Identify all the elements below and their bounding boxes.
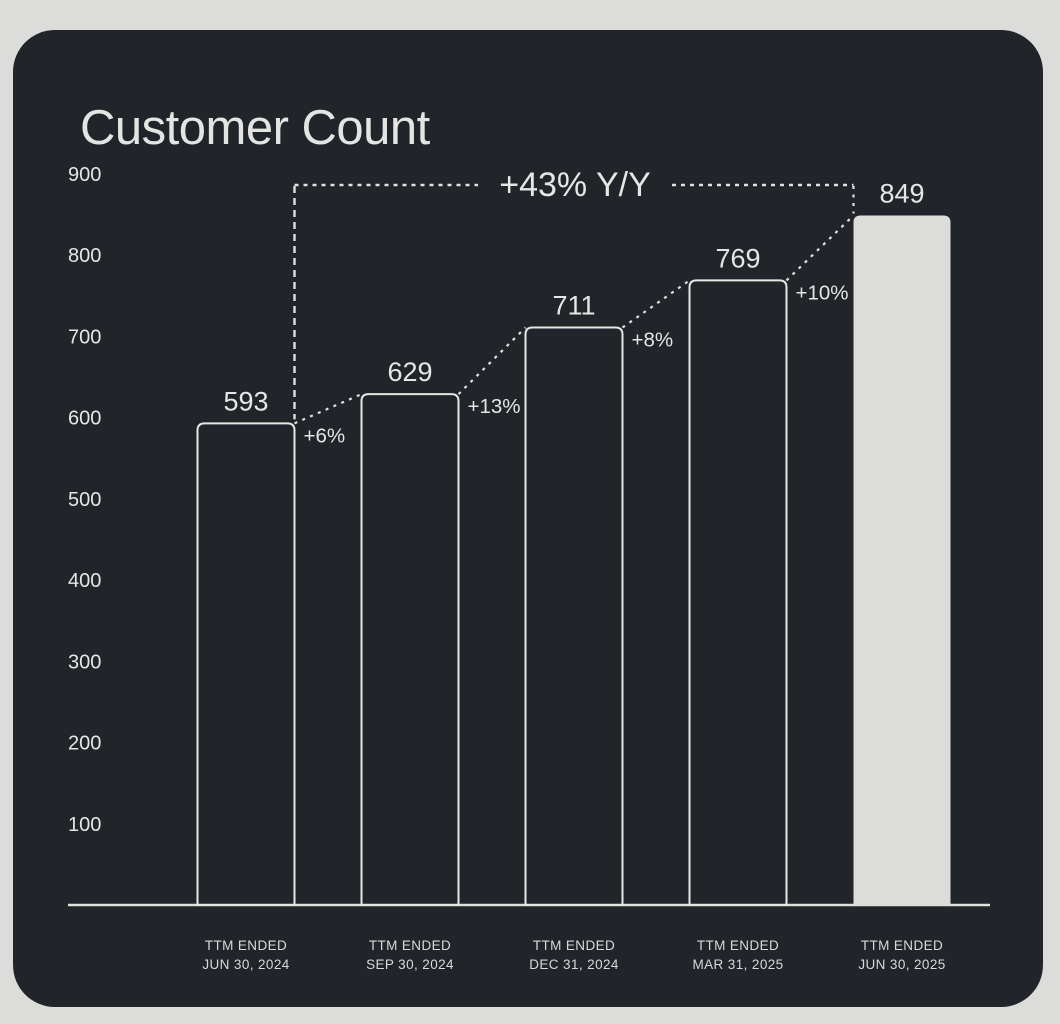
bar (196, 422, 296, 906)
growth-percent-label: +10% (796, 281, 849, 304)
bar (688, 279, 788, 906)
growth-connector-line (457, 326, 527, 395)
x-tick-label-line2: JUN 30, 2025 (858, 957, 945, 972)
x-tick-label-line2: JUN 30, 2024 (202, 957, 289, 972)
growth-connector-line (621, 279, 691, 329)
bar-value-label: 593 (223, 386, 268, 416)
bar-value-label: 769 (715, 243, 760, 273)
y-tick-label: 400 (68, 570, 101, 592)
growth-connector-line (785, 214, 855, 282)
bar-value-label: 849 (879, 178, 924, 208)
x-tick-label-line1: TTM ENDED (533, 938, 615, 953)
bar-highlighted (853, 215, 951, 905)
chart-title: Customer Count (80, 101, 430, 155)
x-tick-label-line2: SEP 30, 2024 (366, 957, 454, 972)
growth-percent-label: +6% (304, 424, 346, 447)
yoy-annotation-label: +43% Y/Y (499, 166, 651, 204)
bar (360, 393, 460, 906)
y-tick-label: 800 (68, 245, 101, 267)
bar (524, 326, 624, 906)
y-tick-label: 500 (68, 489, 101, 511)
growth-percent-label: +13% (468, 395, 521, 418)
bar-value-label: 629 (387, 357, 432, 387)
y-tick-label: 100 (68, 814, 101, 836)
bar-value-label: 711 (552, 291, 595, 321)
x-tick-label-line1: TTM ENDED (697, 938, 779, 953)
x-tick-label-line2: DEC 31, 2024 (529, 957, 619, 972)
y-tick-label: 900 (68, 164, 101, 186)
growth-connector-line (294, 393, 362, 425)
x-tick-label-line1: TTM ENDED (369, 938, 451, 953)
x-tick-label-line2: MAR 31, 2025 (692, 957, 783, 972)
y-tick-label: 200 (68, 733, 101, 755)
x-tick-label-line1: TTM ENDED (861, 938, 943, 953)
y-tick-label: 700 (68, 326, 101, 348)
x-tick-label-line1: TTM ENDED (205, 938, 287, 953)
y-tick-label: 600 (68, 408, 101, 430)
y-tick-label: 300 (68, 651, 101, 673)
growth-percent-label: +8% (632, 329, 674, 352)
